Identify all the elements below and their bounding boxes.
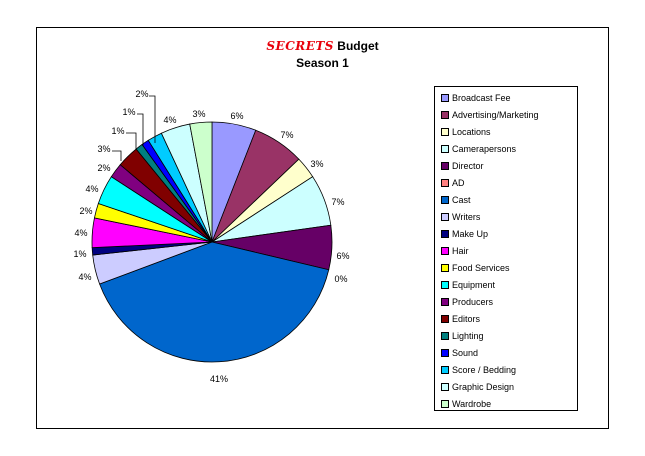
legend-swatch [441,280,449,289]
chart-title: SECRETS Budget [0,39,645,53]
data-label: 4% [163,115,176,125]
data-label: 3% [310,159,323,169]
legend-swatch [441,382,449,391]
legend-label: Locations [452,126,491,137]
data-label: 1% [122,107,135,117]
leader-line [149,95,156,143]
legend-item: Cast [435,191,577,208]
legend-item: Make Up [435,225,577,242]
title-brand: SECRETS [266,39,334,53]
legend-swatch [441,263,449,272]
legend-item: Lighting [435,327,577,344]
data-label: 41% [210,374,228,384]
legend-label: Advertising/Marketing [452,109,539,120]
legend-item: AD [435,174,577,191]
legend: Broadcast Fee Advertising/Marketing Locati… [434,86,578,411]
pie-slice-wardrobe [189,121,213,243]
legend-swatch [441,212,449,221]
legend-label: Producers [452,296,494,307]
legend-swatch [441,127,449,136]
data-label: 7% [331,197,344,207]
legend-item: Producers [435,293,577,310]
legend-swatch [441,229,449,238]
legend-item: Sound [435,344,577,361]
leader-line [126,132,137,150]
legend-label: Editors [452,313,481,324]
legend-swatch [441,365,449,374]
legend-swatch [441,399,449,408]
data-labels: 6%7%3%7%6%0%41%4%1%4%2%4%2%3%1%1%2%4%3% [73,89,349,384]
legend-label: Make Up [452,228,489,239]
legend-item: Locations [435,123,577,140]
legend-label: Lighting [452,330,484,341]
legend-label: Sound [452,347,479,358]
legend-item: Score / Bedding [435,361,577,378]
legend-swatch [441,93,449,102]
legend-item: Camerapersons [435,140,577,157]
legend-item: Broadcast Fee [435,89,577,106]
legend-item: Equipment [435,276,577,293]
data-label: 7% [280,130,293,140]
data-label: 3% [97,144,110,154]
legend-label: Wardrobe [452,398,492,409]
legend-item: Editors [435,310,577,327]
legend-item: Director [435,157,577,174]
legend-item: Advertising/Marketing [435,106,577,123]
legend-label: Writers [452,211,481,222]
data-label: 4% [74,228,87,238]
legend-swatch [441,144,449,153]
legend-item: Graphic Design [435,378,577,395]
legend-swatch [441,195,449,204]
data-label: 4% [85,184,98,194]
legend-label: Cast [452,194,471,205]
data-label: 2% [135,89,148,99]
legend-label: Hair [452,245,469,256]
title-text: Budget [333,39,379,53]
pie-slices [91,121,333,363]
data-label: 1% [111,126,124,136]
legend-label: AD [452,177,465,188]
legend-item: Food Services [435,259,577,276]
leader-line [112,150,122,161]
legend-label: Equipment [452,279,496,290]
legend-swatch [441,331,449,340]
legend-swatch [441,161,449,170]
legend-label: Score / Bedding [452,364,517,375]
legend-label: Camerapersons [452,143,517,154]
legend-swatch [441,314,449,323]
pie-slice-cast [99,241,330,363]
data-label: 1% [73,249,86,259]
legend-label: Graphic Design [452,381,515,392]
legend-item: Wardrobe [435,395,577,412]
data-label: 6% [230,111,243,121]
leader-line [137,113,144,146]
chart-subtitle: Season 1 [296,56,349,70]
legend-item: Writers [435,208,577,225]
data-label: 3% [192,109,205,119]
legend-item: Hair [435,242,577,259]
legend-label: Director [452,160,484,171]
legend-swatch [441,110,449,119]
leader-lines [112,95,156,161]
legend-swatch [441,178,449,187]
data-label: 6% [336,251,349,261]
legend-swatch [441,348,449,357]
legend-label: Food Services [452,262,510,273]
data-label: 2% [79,206,92,216]
legend-swatch [441,297,449,306]
data-label: 2% [97,163,110,173]
data-label: 0% [334,274,347,284]
legend-label: Broadcast Fee [452,92,511,103]
data-label: 4% [78,272,91,282]
legend-swatch [441,246,449,255]
